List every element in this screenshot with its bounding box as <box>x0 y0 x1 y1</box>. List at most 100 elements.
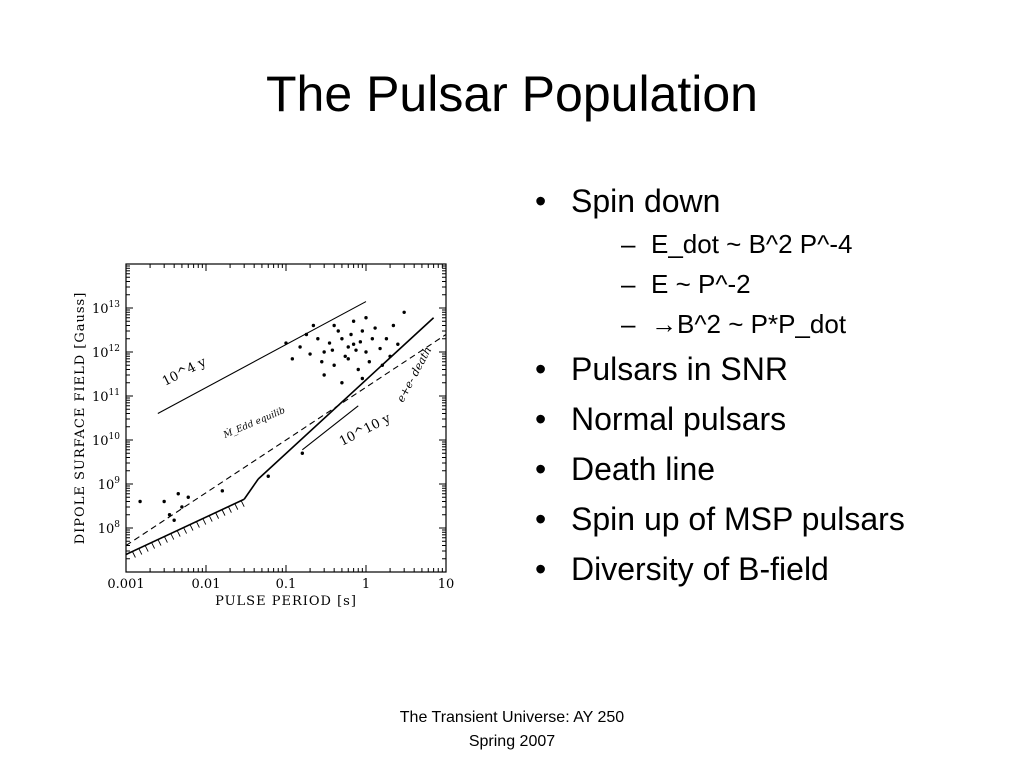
bullet-marker: • <box>535 451 547 487</box>
pulsar-point <box>327 341 332 345</box>
bullet-marker: • <box>535 501 547 537</box>
bullet-marker: • <box>535 551 547 587</box>
bullet-normal: • Normal pulsars <box>535 401 1015 437</box>
death-line-upper <box>257 317 435 480</box>
pulsar-point <box>370 337 375 341</box>
pulsar-point <box>364 350 368 354</box>
pulsar-point <box>358 340 363 344</box>
sub-bullet-bfield: – →B^2 ~ P*P_dot <box>571 309 1015 339</box>
pulsar-point <box>402 310 406 314</box>
death-line-hatch <box>144 545 149 552</box>
y-tick-labels: 108 109 1010 1011 1012 1013 <box>92 300 120 537</box>
x-axis-label: PULSE PERIOD [s] <box>215 594 357 609</box>
pulsar-point <box>290 357 295 361</box>
x-tick-labels: 0.001 0.01 0.1 1 10 <box>107 577 454 592</box>
bullet-death-line: • Death line <box>535 451 1015 487</box>
pulsar-point <box>340 381 344 385</box>
x-tick-label: 10 <box>438 577 455 592</box>
death-line-hatch <box>240 500 245 507</box>
bullet-text: Diversity of B-field <box>571 551 829 587</box>
bullet-text: Spin down <box>571 183 721 219</box>
pulsar-point <box>354 348 358 352</box>
eddington-equilibrium-line <box>125 334 447 546</box>
pulsar-point <box>220 489 225 493</box>
death-line-hatch <box>151 542 156 549</box>
pulsar-point <box>360 376 365 381</box>
pulsar-point <box>373 326 377 330</box>
pulsar-point <box>332 323 336 328</box>
spindown-1e4y-line <box>157 301 367 414</box>
pulsar-point <box>364 316 368 320</box>
pulsar-point <box>316 337 320 341</box>
pulsar-point <box>284 341 288 345</box>
pulsar-point <box>367 360 372 364</box>
bullet-diversity: • Diversity of B-field <box>535 551 1015 587</box>
axis-ticks <box>125 263 447 573</box>
dash-marker: – <box>621 269 636 299</box>
pulsar-point <box>343 354 347 358</box>
pulsar-point <box>162 499 166 504</box>
pulsar-point <box>388 354 392 358</box>
death-line-hatch <box>183 527 188 534</box>
bullet-text: Pulsars in SNR <box>571 351 788 387</box>
pulsar-point <box>322 373 326 377</box>
bullet-msp: • Spin up of MSP pulsars <box>535 501 1015 537</box>
x-tick-label: 0.01 <box>192 577 221 592</box>
arrow-icon: → <box>651 309 677 339</box>
pulsar-point <box>167 513 172 517</box>
pulsar-population-chart: 108 109 1010 1011 1012 1013 0.001 0.01 0.1 1 10 P… <box>73 263 454 609</box>
death-line-lower <box>125 498 245 556</box>
pulsar-point <box>330 348 335 352</box>
pulsar-point <box>384 337 389 341</box>
annotation-death-line: e+e- death <box>394 344 434 404</box>
pulsar-point <box>332 363 336 367</box>
pulsar-point <box>360 329 365 333</box>
sub-bullet-text: E ~ P^-2 <box>651 269 751 299</box>
dash-marker: – <box>621 229 636 259</box>
bullet-marker: • <box>535 401 547 437</box>
y-tick-label: 1013 <box>92 300 120 317</box>
sub-bullet-edot: – E_dot ~ B^2 P^-4 <box>571 229 1015 259</box>
death-line-hatch <box>202 518 207 525</box>
death-line-hatch <box>195 521 200 528</box>
pulsar-point <box>180 505 184 509</box>
pulsar-point <box>336 329 340 333</box>
pulsar-point <box>304 332 309 337</box>
annotation-spindown-1e10: 10^10 y <box>337 411 394 450</box>
pulsar-point <box>351 342 356 346</box>
bullet-snr: • Pulsars in SNR <box>535 351 1015 387</box>
pulsar-point <box>322 350 326 354</box>
pulsar-point <box>378 346 382 351</box>
dash-marker: – <box>621 309 636 339</box>
pulsar-point <box>351 319 356 323</box>
pulsar-point <box>380 363 385 367</box>
death-line-knee <box>243 478 259 500</box>
pulsar-point <box>349 332 353 337</box>
death-line-hatch <box>163 536 168 543</box>
y-tick-label: 1012 <box>92 344 120 361</box>
slide-footer: The Transient Universe: AY 250 Spring 20… <box>312 706 712 754</box>
pulsar-point <box>186 495 190 499</box>
y-tick-label: 108 <box>98 520 121 537</box>
sub-bullet-energy: – E ~ P^-2 <box>571 269 1015 299</box>
pulsar-point <box>300 451 305 455</box>
bullet-text: Spin up of MSP pulsars <box>571 501 905 537</box>
bullet-spin-down: • Spin down – E_dot ~ B^2 P^-4 – E ~ P^-… <box>535 183 1015 339</box>
death-line-hatch <box>131 551 136 558</box>
pulsar-point <box>172 518 176 522</box>
sub-bullet-text: E_dot ~ B^2 P^-4 <box>651 229 853 259</box>
death-line-hatch <box>176 530 181 537</box>
spindown-1e10y-line <box>301 405 359 451</box>
bullet-marker: • <box>535 351 547 387</box>
death-line-hatch <box>234 503 239 510</box>
bullet-marker: • <box>535 183 547 219</box>
death-line-hatch <box>138 548 143 555</box>
x-tick-label: 0.001 <box>107 577 144 592</box>
annotation-spindown-1e4: 10^4 y <box>160 354 209 389</box>
death-line-hatch <box>208 515 213 522</box>
guide-lines <box>125 301 447 558</box>
data-points <box>138 310 406 522</box>
pulsar-point <box>266 474 270 478</box>
death-line-hatch <box>215 512 220 519</box>
x-tick-label: 1 <box>362 577 370 592</box>
